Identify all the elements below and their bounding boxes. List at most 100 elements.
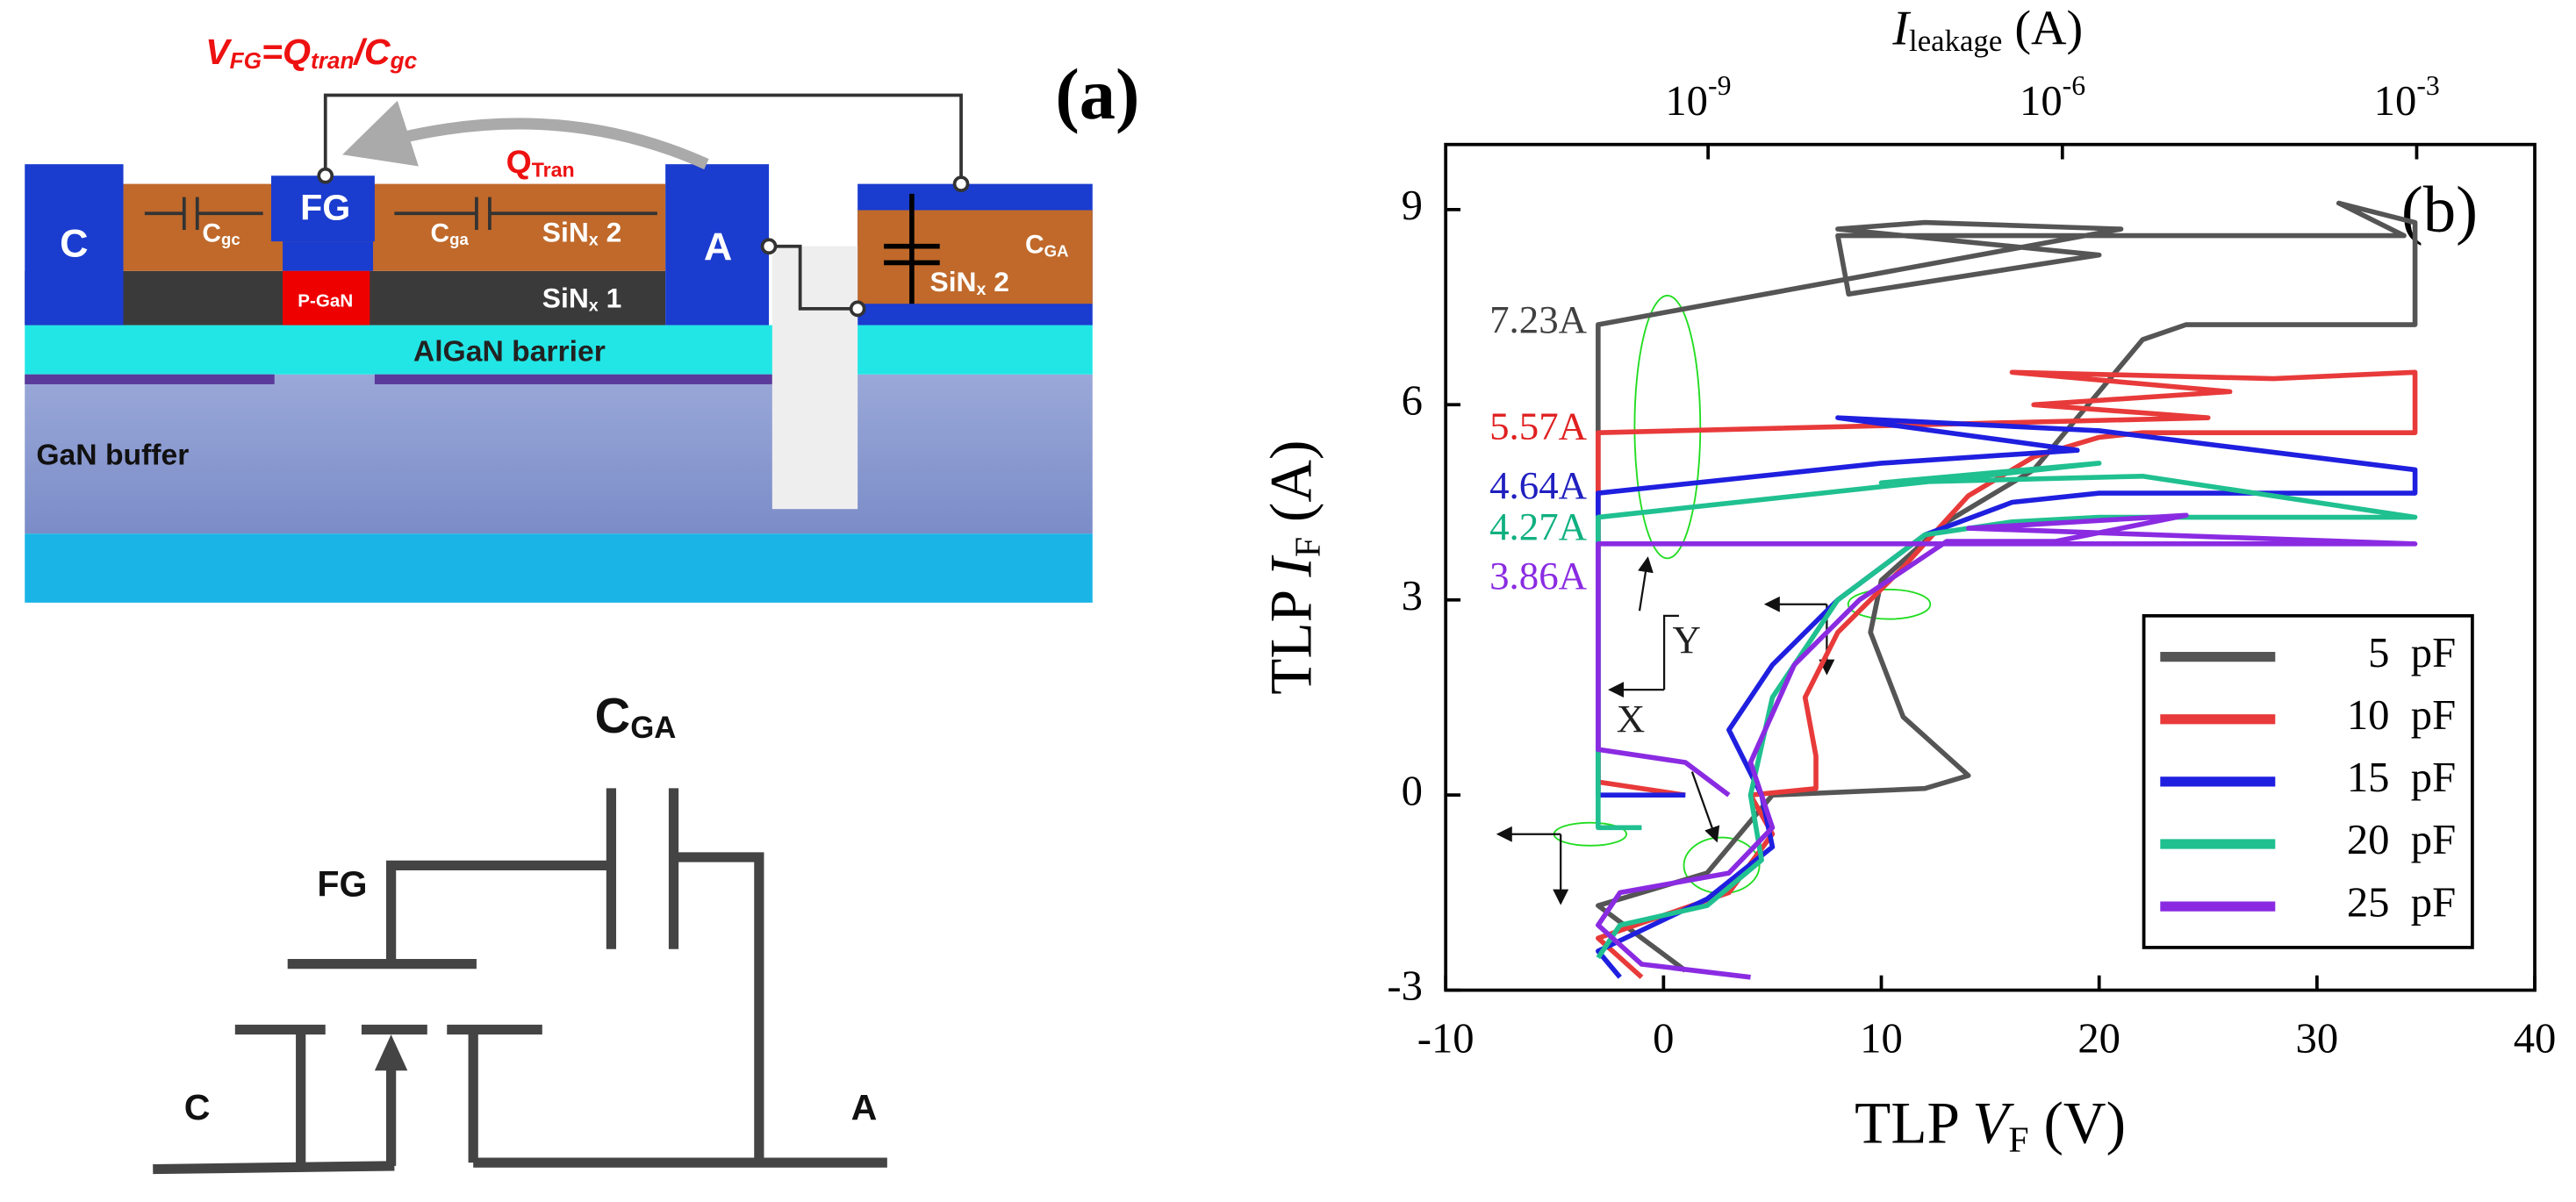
- plot-frame: [1444, 142, 2537, 992]
- legend-label: 15 pF: [2347, 754, 2456, 801]
- sinx2-right: [857, 210, 1093, 304]
- text-part: gc: [221, 230, 240, 248]
- label: A: [851, 1087, 878, 1127]
- y-tick-label: -3: [1387, 962, 1423, 1010]
- label: TLP IF (A): [1259, 440, 1328, 695]
- annotation: 7.23A: [1489, 297, 1588, 341]
- label: A: [704, 224, 732, 268]
- text-part: FG: [300, 187, 350, 227]
- x2-tick-label: 10-3: [2374, 70, 2440, 125]
- text-part: 2: [986, 266, 1009, 297]
- y-tick-label: 6: [1402, 376, 1423, 424]
- text-part: F: [2008, 1120, 2028, 1160]
- legend-label: 20 pF: [2347, 816, 2456, 863]
- label: P-GaN: [298, 291, 353, 311]
- label: C: [184, 1087, 211, 1127]
- text-part: x: [977, 280, 987, 299]
- x-tick-label: 0: [1653, 1015, 1674, 1062]
- wire: [153, 1024, 887, 1175]
- label: SiNx 2: [929, 266, 1009, 299]
- text-part: -9: [1708, 70, 1732, 101]
- 2deg: [374, 374, 772, 384]
- arrow: [374, 1034, 408, 1071]
- algan-barrier: [25, 325, 1093, 375]
- series-line: [1596, 461, 2418, 960]
- trench: [771, 246, 858, 510]
- y-tick-label: 0: [1402, 767, 1423, 814]
- text-part: AlGaN barrier: [413, 335, 606, 368]
- label: QTran: [506, 143, 575, 181]
- x-tick-label: 20: [2077, 1015, 2120, 1062]
- text-part: TLP: [1855, 1091, 1972, 1156]
- label: AlGaN barrier: [413, 335, 606, 368]
- text-part: SiN: [542, 283, 589, 314]
- text-part: FG: [230, 47, 262, 74]
- floating-gate: [283, 241, 374, 271]
- text-part: I: [1259, 554, 1324, 578]
- capacitor-symbol: [144, 197, 263, 231]
- text-part: A: [851, 1087, 878, 1127]
- text-part: V: [1972, 1091, 2014, 1156]
- text-part: 10: [2374, 77, 2417, 125]
- text-part: =Q: [262, 32, 311, 72]
- label: CGA: [1025, 231, 1068, 261]
- series-line: [1596, 200, 2418, 973]
- arrow: [1690, 771, 1720, 843]
- label: CGA: [595, 688, 677, 746]
- x-tick-label: 40: [2514, 1015, 2557, 1062]
- series-line: [1596, 415, 2418, 979]
- x-tick-label: 30: [2296, 1015, 2339, 1062]
- annotation: X: [1617, 697, 1645, 741]
- label: SiNx 2: [542, 217, 622, 250]
- x2-tick-label: 10-9: [1665, 70, 1731, 125]
- text-part: gc: [390, 47, 418, 74]
- text-part: (V): [2029, 1091, 2126, 1156]
- text-part: C: [1025, 231, 1044, 260]
- label: Ileakage (A): [1891, 1, 2083, 57]
- text-part: Q: [506, 143, 532, 180]
- annotation: 4.27A: [1489, 504, 1588, 548]
- label: FG: [317, 864, 367, 905]
- substrate: [25, 533, 1093, 603]
- text-part: A: [704, 224, 732, 268]
- equation: VFG=Qtran/Cgc: [205, 32, 418, 74]
- y-tick-label: 9: [1402, 182, 1423, 229]
- text-part: SiN: [542, 217, 589, 248]
- label: GaN buffer: [36, 439, 189, 471]
- text-part: C: [60, 221, 88, 266]
- legend-label: 5 pF: [2368, 629, 2456, 676]
- text-part: 10: [2020, 77, 2063, 125]
- node: [317, 167, 334, 184]
- text-part: GA: [630, 711, 676, 745]
- text-part: GA: [1044, 241, 1069, 260]
- arrow: [1638, 556, 1654, 612]
- text-part: x: [589, 297, 599, 316]
- text-part: GaN buffer: [36, 439, 189, 471]
- text-part: C: [431, 219, 450, 248]
- text-part: SiN: [929, 266, 976, 297]
- wire: [323, 93, 963, 184]
- text-part: 10: [1665, 77, 1708, 125]
- text-part: TLP: [1259, 577, 1324, 695]
- text-part: (A): [2002, 1, 2083, 55]
- ellipse: [1847, 588, 1932, 620]
- text-part: -6: [2063, 70, 2086, 101]
- cathode: [25, 164, 124, 326]
- text-part: leakage: [1909, 24, 2002, 58]
- legend-label: 25 pF: [2347, 878, 2456, 926]
- text-part: x: [589, 231, 599, 250]
- circuit: [153, 788, 887, 1175]
- sinx2: [123, 183, 666, 271]
- text-part: F: [1288, 537, 1328, 557]
- wire: [769, 244, 858, 311]
- text-part: I: [1891, 1, 1911, 55]
- annotation: 3.86A: [1489, 554, 1588, 597]
- text-part: C: [184, 1087, 211, 1127]
- floating-gate: [270, 175, 375, 242]
- text-part: /C: [353, 32, 391, 72]
- anode: [665, 164, 770, 326]
- capacitor-symbol: [884, 193, 940, 304]
- text-part: tran: [311, 47, 354, 74]
- text-part: Tran: [532, 159, 575, 182]
